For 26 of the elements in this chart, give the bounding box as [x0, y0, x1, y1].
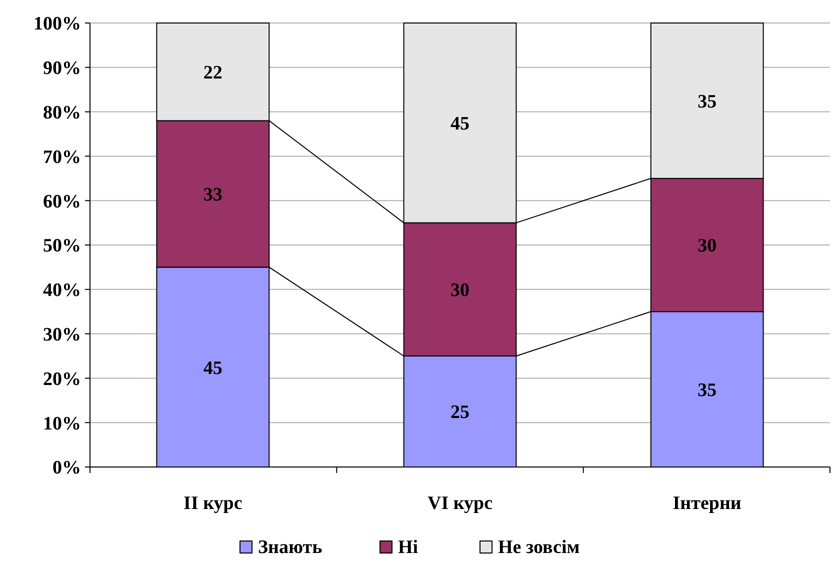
data-label: 45: [203, 358, 222, 379]
data-label: 30: [698, 236, 717, 257]
y-tick-label: 20%: [43, 368, 81, 390]
y-tick-label: 50%: [43, 236, 81, 257]
data-label: 33: [203, 184, 222, 206]
legend-label: Ні: [398, 537, 418, 558]
y-tick-label: 70%: [43, 146, 81, 168]
data-label: 30: [450, 280, 470, 302]
data-label: 22: [203, 62, 222, 84]
y-tick-label: 100%: [34, 14, 81, 35]
legend-label: Не зовсім: [498, 537, 580, 558]
legend-label: Знають: [258, 537, 322, 558]
x-tick-label: VI курс: [427, 493, 493, 514]
x-tick-label: II курс: [184, 493, 242, 514]
y-tick-label: 30%: [43, 324, 81, 346]
data-label: 35: [698, 380, 717, 401]
data-label: 25: [450, 402, 470, 424]
y-tick-label: 80%: [43, 102, 81, 124]
data-label: 35: [698, 91, 717, 112]
y-tick-label: 40%: [43, 280, 81, 302]
y-tick-label: 90%: [43, 58, 81, 80]
x-tick-label: Інтерни: [672, 493, 742, 514]
y-tick-label: 0%: [52, 458, 81, 479]
y-tick-label: 10%: [43, 413, 81, 434]
y-tick-label: 60%: [43, 191, 81, 212]
data-label: 45: [450, 114, 470, 135]
